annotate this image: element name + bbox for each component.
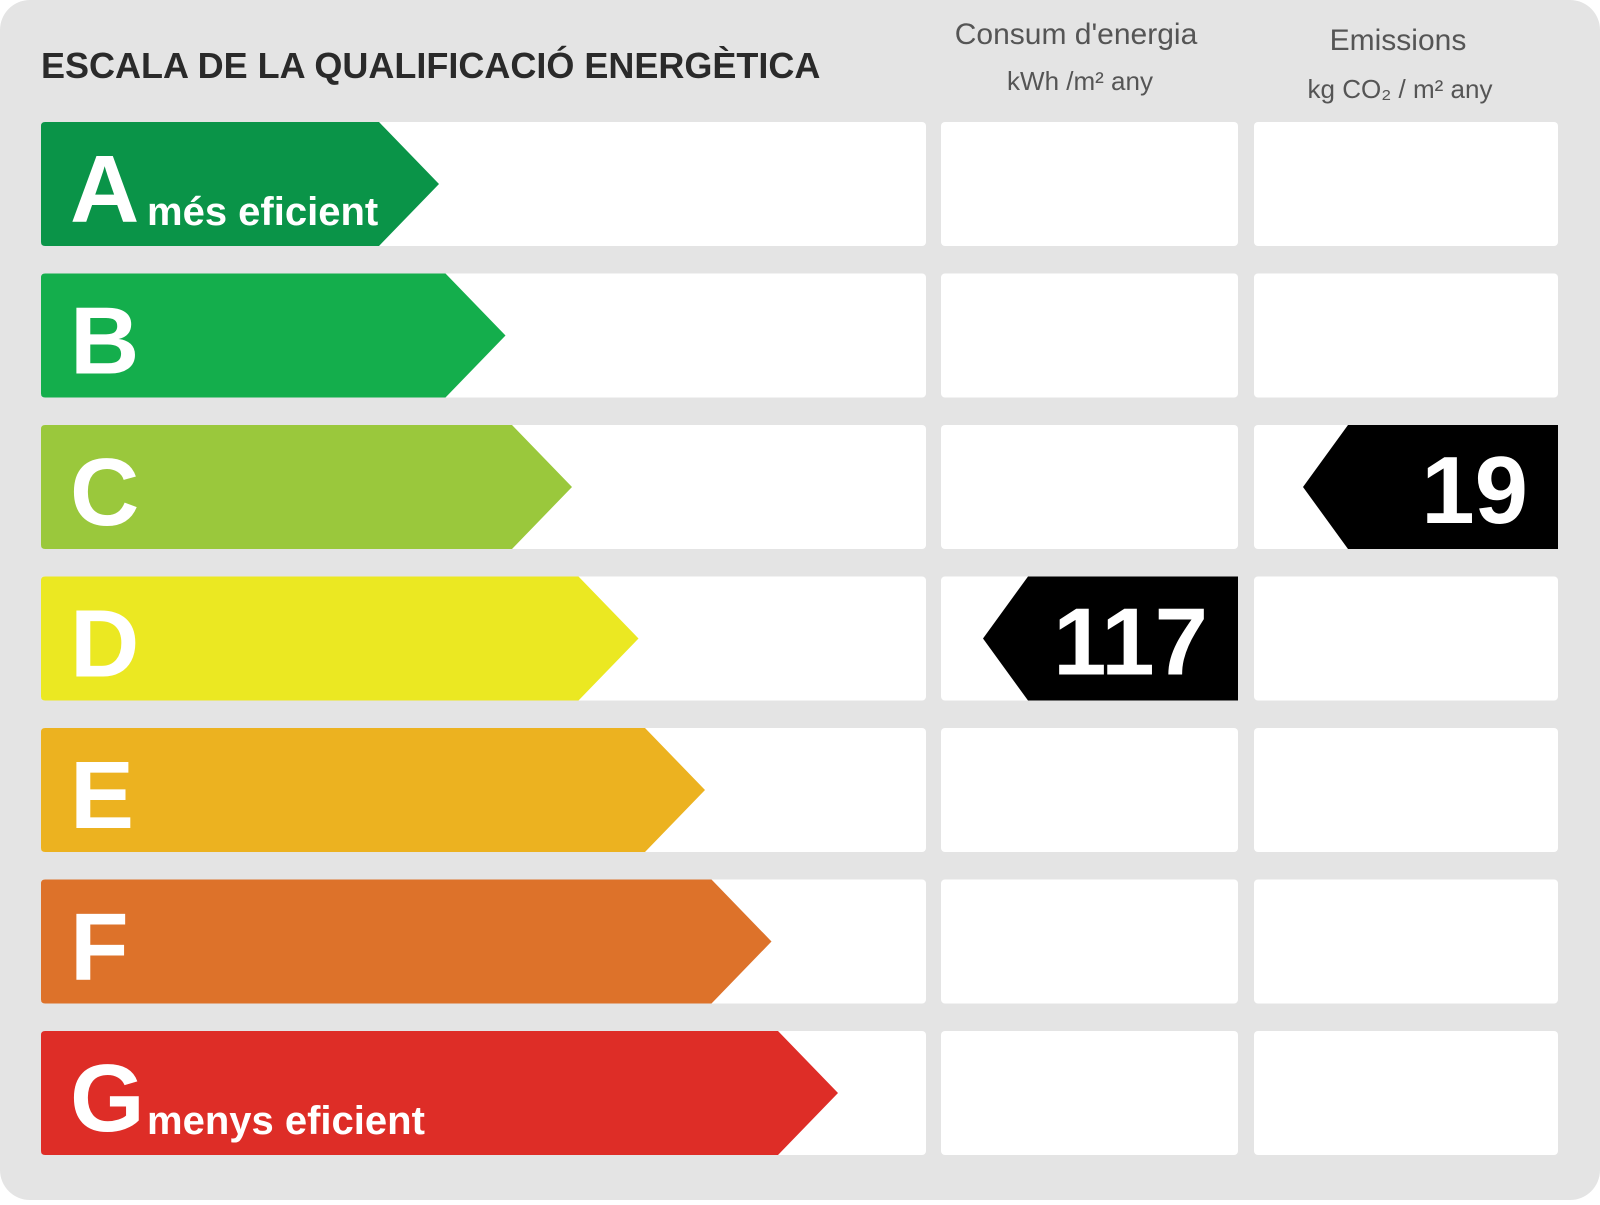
value-cell bbox=[1254, 122, 1558, 246]
value-cell bbox=[941, 122, 1238, 246]
rating-letter: E bbox=[70, 742, 134, 849]
value-cell bbox=[1254, 273, 1558, 398]
title: ESCALA DE LA QUALIFICACIÓ ENERGÈTICA bbox=[41, 44, 820, 86]
rating-note: menys eficient bbox=[147, 1099, 425, 1143]
value-cell bbox=[941, 728, 1238, 852]
rating-letter: C bbox=[70, 439, 139, 546]
rating-letter: D bbox=[70, 591, 139, 698]
rating-letter: F bbox=[70, 894, 129, 1001]
value-cell bbox=[1254, 1031, 1558, 1155]
rating-arrow bbox=[41, 273, 506, 398]
value-cell bbox=[941, 425, 1238, 549]
rating-arrow bbox=[41, 425, 572, 549]
indicator-value: 117 bbox=[1053, 589, 1208, 696]
rating-indicator bbox=[983, 576, 1238, 701]
indicator-value: 19 bbox=[1421, 437, 1528, 544]
rating-arrow bbox=[41, 879, 772, 1004]
column-unit: kWh /m² any bbox=[1007, 66, 1153, 96]
rating-letter: B bbox=[70, 288, 139, 395]
value-cell bbox=[941, 273, 1238, 398]
rating-note: més eficient bbox=[147, 190, 378, 234]
rating-arrow bbox=[41, 1031, 838, 1155]
rating-letter: A bbox=[70, 136, 139, 243]
value-cell bbox=[1254, 879, 1558, 1004]
value-cell bbox=[941, 1031, 1238, 1155]
rating-letter: G bbox=[70, 1045, 145, 1152]
rating-arrow bbox=[41, 728, 705, 852]
value-cell bbox=[1254, 728, 1558, 852]
column-title: Consum d'energia bbox=[955, 18, 1198, 51]
value-cell bbox=[1254, 576, 1558, 701]
rating-arrow bbox=[41, 576, 639, 701]
column-unit: kg CO₂ / m² any bbox=[1308, 74, 1493, 104]
rating-indicator bbox=[1303, 425, 1558, 549]
value-cell bbox=[941, 879, 1238, 1004]
rating-arrow bbox=[41, 122, 439, 246]
column-title: Emissions bbox=[1330, 24, 1467, 57]
